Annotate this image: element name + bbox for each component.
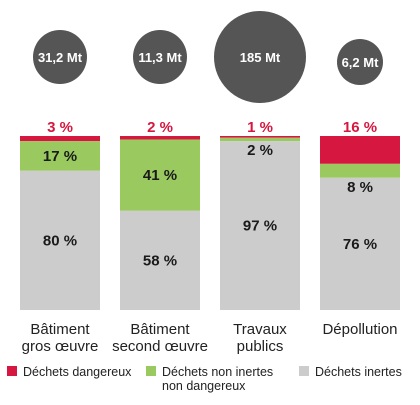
- non-inert-value-label: 17 %: [43, 148, 77, 165]
- dangerous-value-label: 3 %: [47, 119, 73, 136]
- legend-label: Déchets dangereux: [23, 365, 132, 379]
- category-label: publics: [237, 338, 284, 355]
- legend-label: Déchets non inertes: [162, 365, 273, 379]
- dangerous-value-label: 1 %: [247, 119, 273, 136]
- legend-swatch: [7, 366, 17, 376]
- bar-segment-inert: [20, 170, 100, 310]
- total-bubble: [337, 39, 383, 85]
- dangerous-value-label: 2 %: [147, 119, 173, 136]
- category-label: Travaux: [233, 321, 287, 338]
- bar-segment-non-inert: [220, 137, 300, 142]
- category-label: gros œuvre: [22, 338, 99, 355]
- legend-label: non dangereux: [162, 379, 246, 393]
- bar-segment-non-inert: [20, 141, 100, 171]
- bar-segment-dangerous: [320, 136, 400, 164]
- inert-value-label: 58 %: [143, 252, 177, 269]
- total-label: 31,2 Mt: [38, 50, 83, 65]
- total-label: 185 Mt: [240, 50, 281, 65]
- total-label: 6,2 Mt: [342, 55, 380, 70]
- category-label: second œuvre: [112, 338, 208, 355]
- non-inert-value-label: 41 %: [143, 167, 177, 184]
- dangerous-value-label: 16 %: [343, 119, 377, 136]
- legend-swatch: [146, 366, 156, 376]
- inert-value-label: 80 %: [43, 232, 77, 249]
- bar-segment-inert: [320, 177, 400, 310]
- legend-swatch: [299, 366, 309, 376]
- total-bubble: [133, 30, 187, 84]
- total-label: 11,3 Mt: [138, 50, 182, 65]
- category-label: Bâtiment: [130, 321, 190, 338]
- inert-value-label: 76 %: [343, 236, 377, 253]
- total-bubble: [33, 30, 87, 84]
- category-label: Dépollution: [322, 321, 397, 338]
- bar-segment-dangerous: [120, 136, 200, 140]
- bar-segment-dangerous: [20, 136, 100, 142]
- non-inert-value-label: 2 %: [247, 142, 273, 159]
- category-label: Bâtiment: [30, 321, 90, 338]
- bar-segment-dangerous: [220, 136, 300, 138]
- bar-segment-inert: [120, 210, 200, 310]
- inert-value-label: 97 %: [243, 218, 277, 235]
- bar-segment-non-inert: [320, 163, 400, 178]
- legend-label: Déchets inertes: [315, 365, 402, 379]
- total-bubble: [214, 11, 306, 103]
- bar-segment-inert: [220, 141, 300, 310]
- bar-segment-non-inert: [120, 139, 200, 211]
- non-inert-value-label: 8 %: [347, 179, 373, 196]
